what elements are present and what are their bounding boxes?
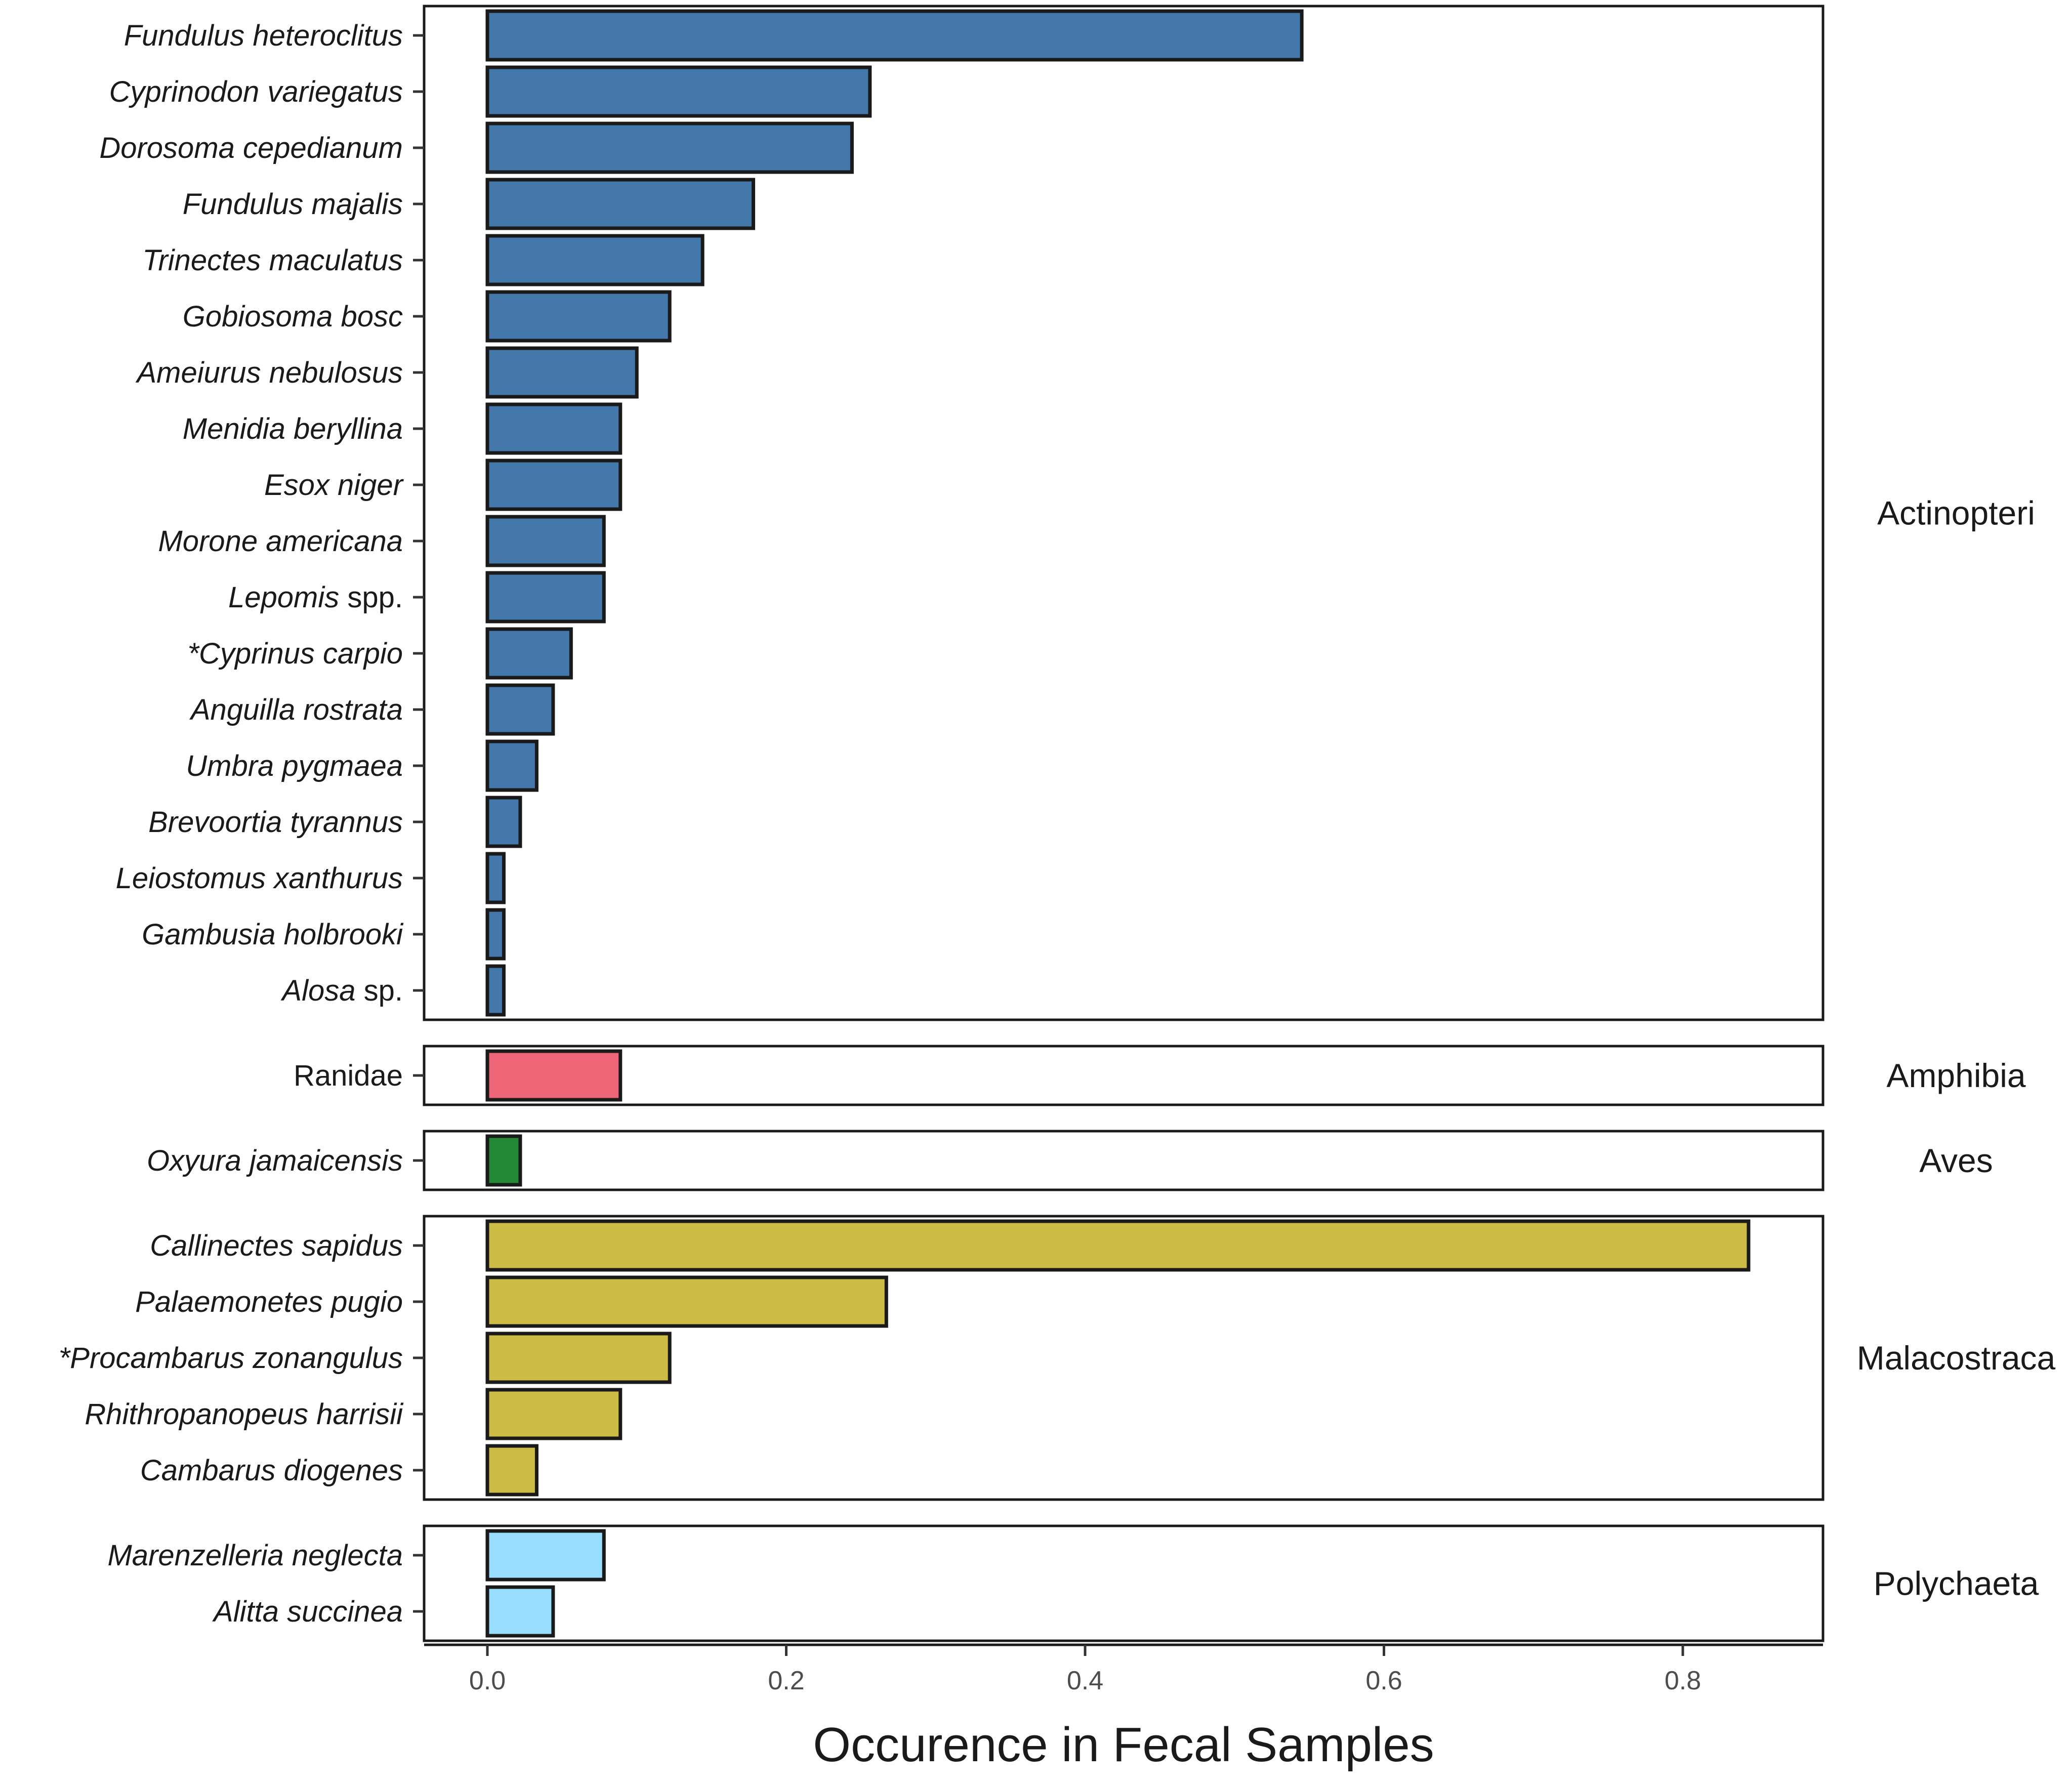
category-label: *Procambarus zonangulus — [59, 1342, 403, 1375]
bar — [485, 1444, 538, 1497]
bar — [485, 683, 555, 736]
bar — [485, 908, 506, 961]
group-strip-label: Malacostraca — [1857, 1339, 2056, 1377]
x-tick-label: 0.8 — [1665, 1666, 1701, 1695]
category-label: Palaemonetes pugio — [135, 1285, 403, 1318]
category-label: Marenzelleria neglecta — [107, 1539, 403, 1572]
bar — [485, 402, 623, 455]
x-tick-label: 0.0 — [469, 1666, 506, 1695]
bar — [485, 1219, 1751, 1272]
panel-frame — [423, 1130, 1825, 1191]
bar — [485, 290, 672, 343]
panels-layer: Fundulus heteroclitus Cyprinodon variegat… — [59, 5, 2056, 1642]
bar — [485, 234, 705, 286]
bar — [485, 459, 623, 511]
bar — [485, 1388, 623, 1440]
bar — [485, 1134, 522, 1187]
category-label: Cyprinodon variegatus — [109, 75, 403, 108]
category-label: Lepomis spp. — [228, 581, 403, 614]
bar — [485, 1529, 606, 1582]
bar — [485, 739, 538, 792]
group-strip-label: Aves — [1919, 1142, 1993, 1179]
bar — [485, 9, 1304, 62]
category-label: Umbra pygmaea — [186, 750, 403, 782]
x-axis: 0.0 0.2 0.4 0.6 0.8 — [424, 1643, 1823, 1695]
category-label: Gambusia holbrooki — [142, 918, 404, 951]
group-strip-label: Amphibia — [1886, 1057, 2025, 1094]
category-label: Cambarus diogenes — [140, 1454, 403, 1487]
panel-polychaeta: Marenzelleria neglecta Alitta succinea Pol… — [107, 1524, 2039, 1642]
category-label: Alosa sp. — [280, 974, 403, 1007]
category-label: Ranidae — [294, 1059, 403, 1092]
panel-aves: Oxyura jamaicensis Aves — [147, 1130, 1993, 1191]
category-label: Dorosoma cepedianum — [99, 132, 403, 164]
panel-frame — [423, 5, 1825, 1021]
category-label: Gobiosoma bosc — [183, 300, 403, 333]
category-label: Rhithropanopeus harrisii — [85, 1398, 404, 1431]
bar — [485, 852, 506, 904]
category-label: Anguilla rostrata — [189, 693, 403, 726]
category-label: Brevoortia tyrannus — [148, 806, 403, 839]
group-strip-label: Polychaeta — [1874, 1565, 2039, 1602]
category-label: Fundulus heteroclitus — [124, 19, 403, 52]
bar — [485, 515, 606, 567]
x-tick-label: 0.4 — [1067, 1666, 1103, 1695]
bar — [485, 1275, 888, 1328]
x-tick-label: 0.6 — [1365, 1666, 1402, 1695]
x-tick-label: 0.2 — [768, 1666, 804, 1695]
category-label: *Cyprinus carpio — [187, 637, 403, 670]
category-label: Ameiurus nebulosus — [135, 356, 403, 389]
panel-amphibia: Ranidae Amphibia — [294, 1045, 2026, 1106]
category-label: Fundulus majalis — [183, 188, 403, 221]
category-label: Esox niger — [264, 469, 404, 502]
group-strip-label: Actinopteri — [1877, 494, 2035, 532]
category-label: Morone americana — [158, 525, 403, 558]
category-label: Trinectes maculatus — [142, 244, 403, 277]
bar — [485, 571, 606, 624]
category-label: Callinectes sapidus — [150, 1229, 403, 1262]
bar — [485, 1049, 623, 1102]
panel-malacostraca: Callinectes sapidus Palaemonetes pugio *Pr… — [59, 1215, 2056, 1501]
panel-frame — [423, 1045, 1825, 1106]
bar — [485, 178, 756, 230]
bar — [485, 1332, 672, 1384]
panel-actinopteri: Fundulus heteroclitus Cyprinodon variegat… — [99, 5, 2035, 1021]
x-axis-title: Occurence in Fecal Samples — [813, 1718, 1434, 1772]
category-label: Alitta succinea — [212, 1595, 403, 1628]
bar — [485, 346, 639, 399]
bar — [485, 627, 573, 680]
category-label: Leiostomus xanthurus — [116, 862, 403, 895]
category-label: Menidia beryllina — [183, 412, 403, 445]
panel-frame — [423, 1524, 1825, 1642]
category-label: Oxyura jamaicensis — [147, 1144, 403, 1177]
bar — [485, 1585, 555, 1638]
bar — [485, 964, 506, 1017]
bar — [485, 796, 522, 848]
bar — [485, 65, 872, 118]
bar — [485, 121, 854, 174]
